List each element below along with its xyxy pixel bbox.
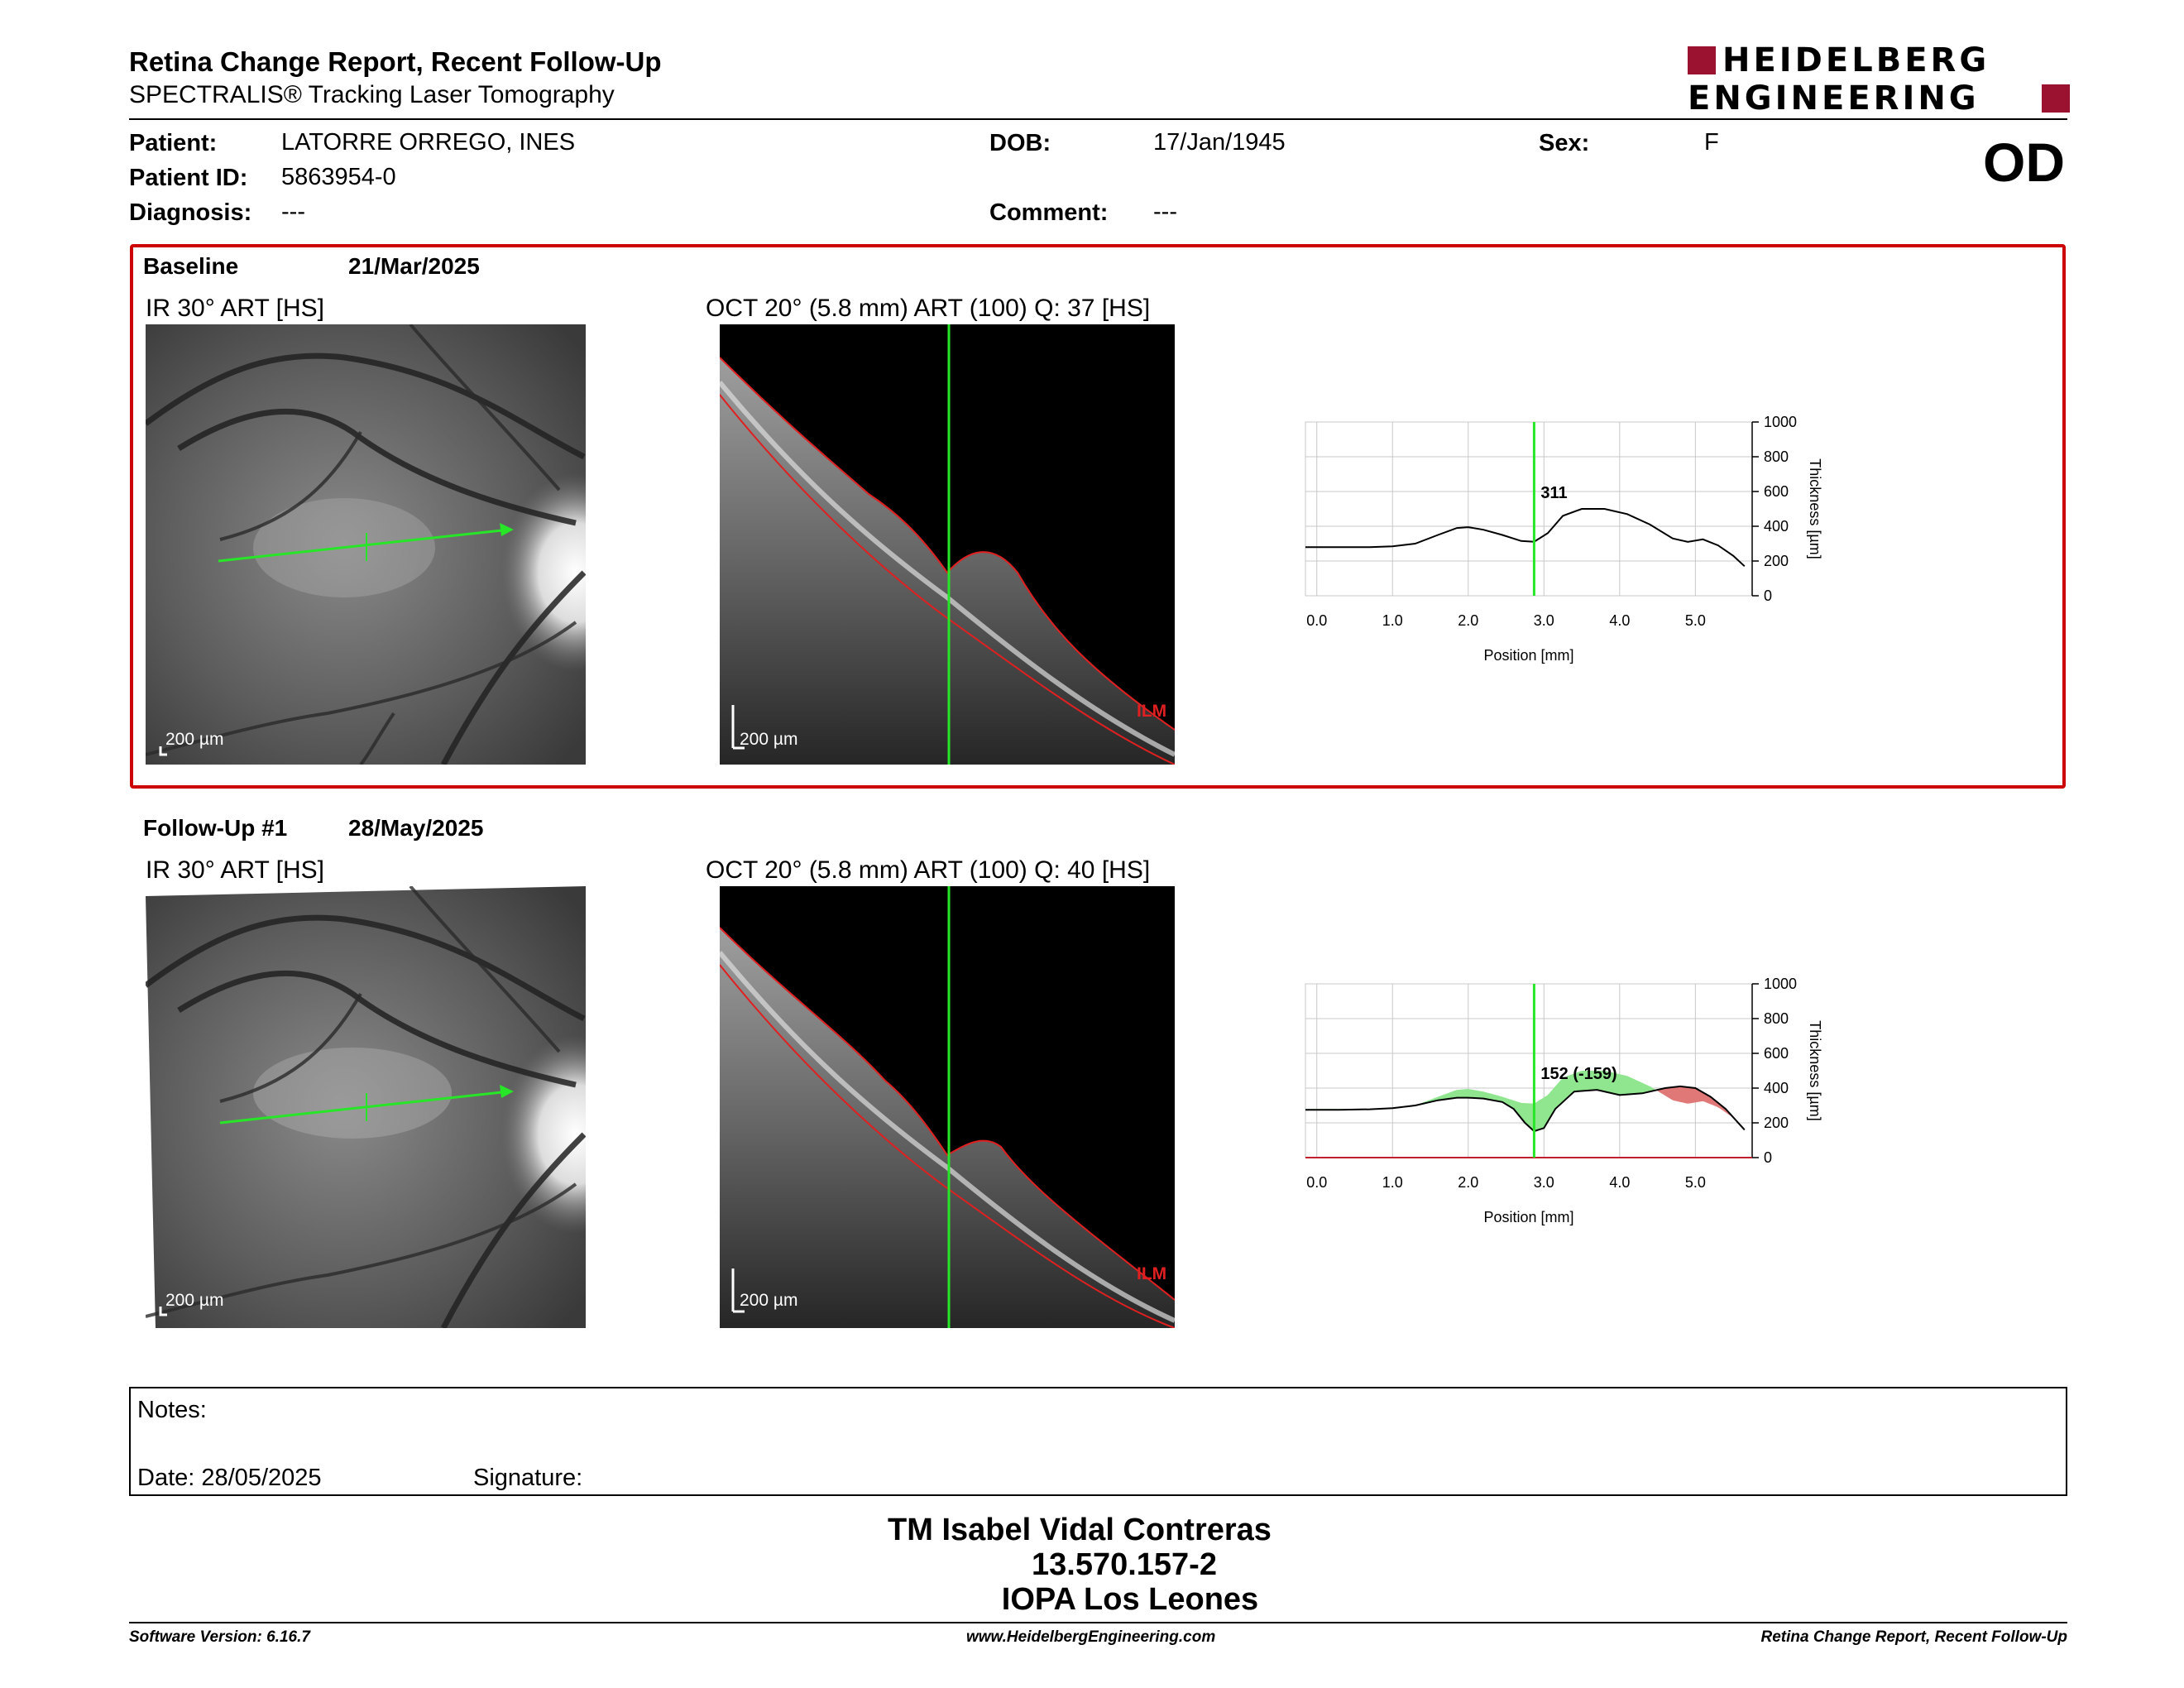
- comment-label: Comment:: [989, 199, 1109, 226]
- thickness-increase-area: [1305, 1071, 1655, 1131]
- baseline-oct-bscan-image: [720, 324, 1175, 765]
- y-tick-label: 200: [1764, 553, 1789, 569]
- sex-label: Sex:: [1539, 130, 1590, 156]
- y-tick-label: 800: [1764, 448, 1789, 465]
- x-tick-label: 1.0: [1382, 1174, 1403, 1191]
- baseline-oct-label: OCT 20° (5.8 mm) ART (100) Q: 37 [HS]: [706, 295, 1151, 322]
- heidelberg-logo: HEIDELBERG ENGINEERING: [1688, 41, 2070, 117]
- patient-name: LATORRE ORREGO, INES: [281, 129, 576, 156]
- x-tick-label: 4.0: [1609, 612, 1630, 629]
- y-tick-label: 800: [1764, 1010, 1789, 1027]
- website-link[interactable]: www.HeidelbergEngineering.com: [966, 1628, 1216, 1646]
- logo-line-1: HEIDELBERG: [1722, 41, 1990, 79]
- footer-divider: [129, 1622, 2067, 1623]
- baseline-ir-scale: 200 µm: [165, 730, 224, 749]
- report-title: Retina Change Report, Recent Follow-Up: [129, 46, 662, 77]
- thickness-line: [1305, 508, 1746, 568]
- signer-id: 13.570.157-2: [1032, 1547, 1217, 1582]
- baseline-oct-scale: 200 µm: [740, 730, 798, 749]
- signer-clinic: IOPA Los Leones: [1001, 1582, 1259, 1617]
- baseline-label: Baseline: [143, 253, 239, 279]
- patient-id: 5863954-0: [281, 164, 396, 190]
- x-tick-label: 1.0: [1382, 612, 1403, 629]
- dob-label: DOB:: [989, 130, 1051, 156]
- y-tick-label: 400: [1764, 518, 1789, 535]
- baseline-ir-label: IR 30° ART [HS]: [146, 295, 324, 322]
- y-tick-label: 600: [1764, 483, 1789, 500]
- followup-ilm-label: ILM: [1137, 1264, 1167, 1283]
- y-tick-label: 400: [1764, 1080, 1789, 1096]
- signer-name: TM Isabel Vidal Contreras: [888, 1513, 1272, 1547]
- notes-label: Notes:: [137, 1397, 207, 1423]
- marker-value-label: 311: [1540, 484, 1567, 502]
- baseline-section-frame: [130, 244, 2066, 789]
- software-version: Software Version: 6.16.7: [129, 1628, 310, 1646]
- patient-label: Patient:: [129, 130, 218, 156]
- x-tick-label: 5.0: [1685, 1174, 1706, 1191]
- logo-line-2: ENGINEERING: [1688, 79, 1980, 117]
- y-tick-label: 200: [1764, 1115, 1789, 1131]
- followup-date: 28/May/2025: [348, 815, 484, 841]
- baseline-date: 21/Mar/2025: [348, 253, 480, 279]
- header-divider: [129, 118, 2067, 120]
- diagnosis-label: Diagnosis:: [129, 199, 252, 226]
- x-tick-label: 2.0: [1458, 1174, 1478, 1191]
- y-tick-label: 600: [1764, 1045, 1789, 1062]
- followup-oct-scale: 200 µm: [740, 1291, 798, 1310]
- y-tick-label: 1000: [1764, 976, 1797, 992]
- sex-value: F: [1704, 129, 1719, 156]
- x-axis-label: Position [mm]: [1483, 1209, 1573, 1225]
- baseline-ilm-label: ILM: [1137, 702, 1167, 721]
- baseline-ir-fundus-image: [146, 324, 586, 765]
- dob-value: 17/Jan/1945: [1153, 129, 1286, 156]
- comment-value: ---: [1153, 199, 1177, 225]
- x-tick-label: 3.0: [1534, 1174, 1554, 1191]
- y-tick-label: 0: [1764, 1149, 1772, 1166]
- followup-label: Follow-Up #1: [143, 815, 288, 841]
- y-axis-label: Thickness [µm]: [1807, 1020, 1823, 1120]
- plot-frame: [1305, 421, 1753, 597]
- followup-ir-fundus-image: [146, 886, 586, 1328]
- y-axis-label: Thickness [µm]: [1807, 458, 1823, 559]
- eye-indicator: OD: [1983, 132, 2065, 193]
- followup-ir-scale: 200 µm: [165, 1291, 224, 1310]
- notes-date: Date: 28/05/2025: [137, 1465, 322, 1491]
- x-tick-label: 4.0: [1609, 1174, 1630, 1191]
- notes-box[interactable]: Notes: Date: 28/05/2025 Signature:: [129, 1387, 2067, 1496]
- baseline-thickness-chart: 0.0 1.0 2.0 3.0 4.0 5.0 0 200 400 600 800 1000 Posit…: [1299, 412, 1845, 677]
- followup-thickness-chart: 0.0 1.0 2.0 3.0 4.0 5.0 0 200 400 600 800 1000 Posit…: [1299, 974, 1845, 1239]
- x-tick-label: 5.0: [1685, 612, 1706, 629]
- y-tick-label: 0: [1764, 587, 1772, 604]
- patient-id-label: Patient ID:: [129, 165, 248, 191]
- followup-ir-label: IR 30° ART [HS]: [146, 856, 324, 884]
- x-tick-label: 3.0: [1534, 612, 1554, 629]
- x-tick-label: 2.0: [1458, 612, 1478, 629]
- signature-label: Signature:: [473, 1465, 583, 1491]
- diagnosis-value: ---: [281, 199, 305, 225]
- x-axis-label: Position [mm]: [1483, 647, 1573, 664]
- footer-report-name: Retina Change Report, Recent Follow-Up: [1760, 1628, 2067, 1646]
- followup-oct-bscan-image: [720, 886, 1175, 1328]
- marker-value-label: 152 (-159): [1540, 1065, 1616, 1083]
- thickness-decrease-area: [1657, 1086, 1734, 1119]
- plot-frame: [1305, 983, 1753, 1158]
- x-tick-label: 0.0: [1306, 612, 1327, 629]
- x-tick-label: 0.0: [1306, 1174, 1327, 1191]
- y-tick-label: 1000: [1764, 414, 1797, 430]
- followup-oct-label: OCT 20° (5.8 mm) ART (100) Q: 40 [HS]: [706, 856, 1151, 884]
- report-subtitle: SPECTRALIS® Tracking Laser Tomography: [129, 81, 615, 108]
